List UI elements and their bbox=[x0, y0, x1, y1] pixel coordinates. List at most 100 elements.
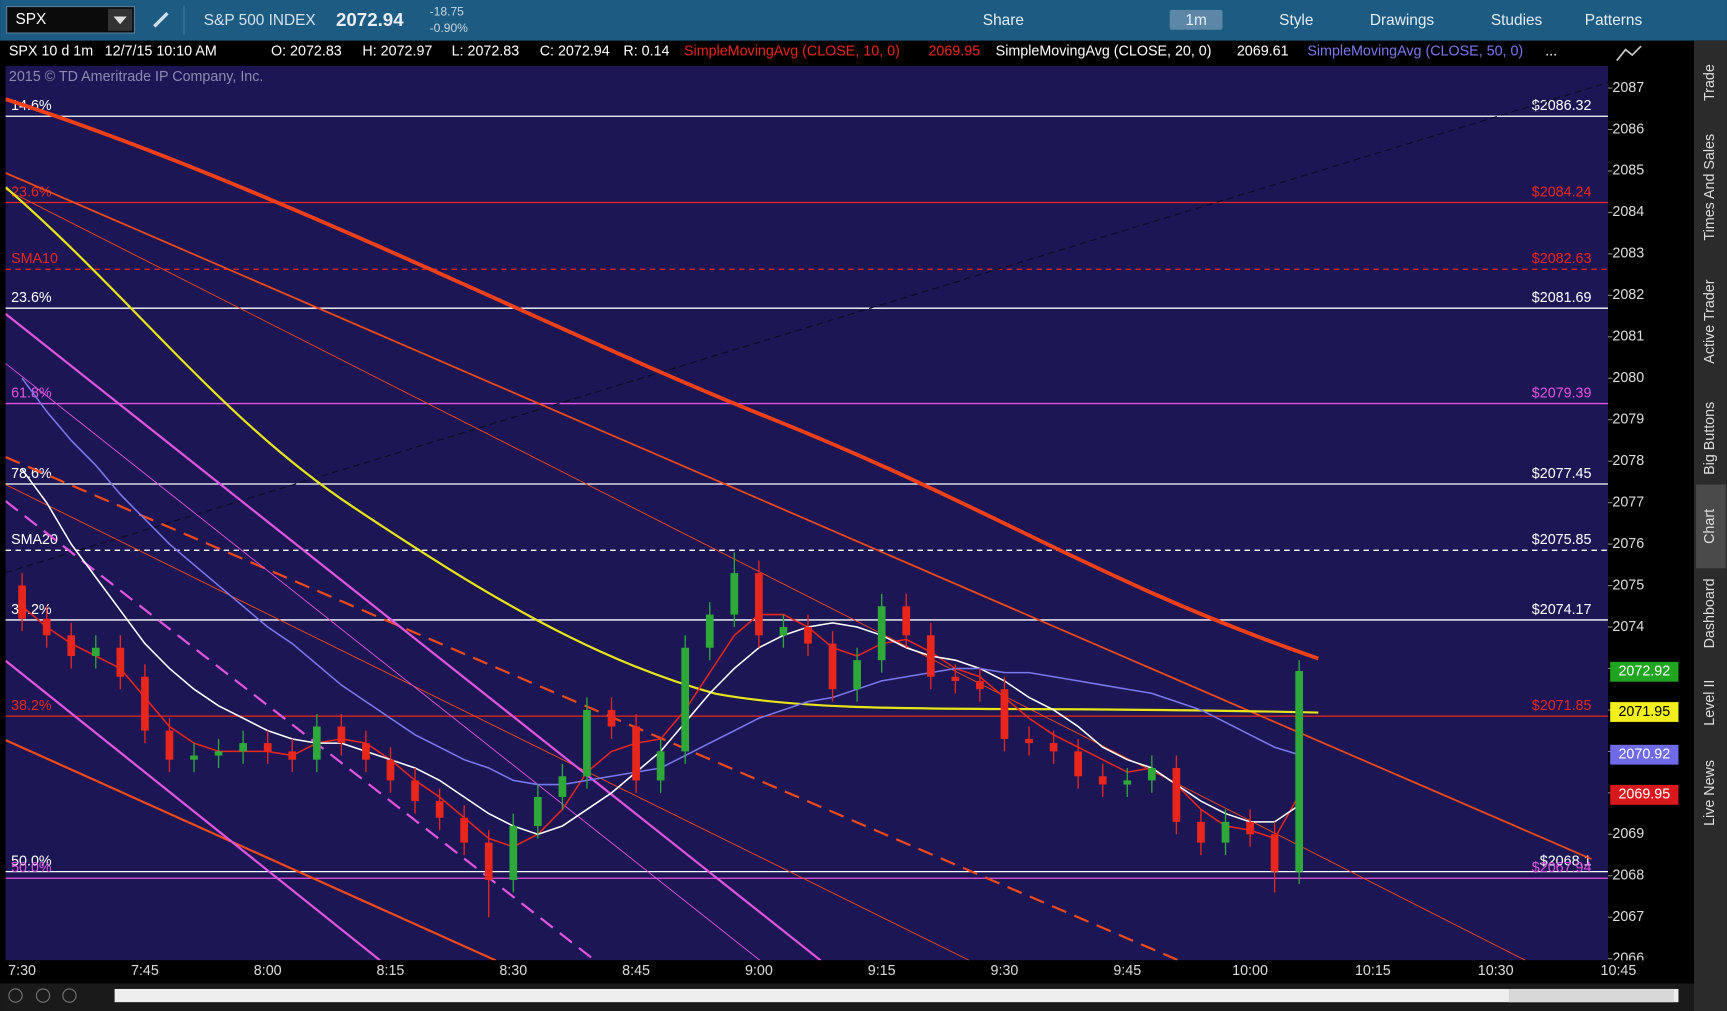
candle-body bbox=[1246, 821, 1254, 835]
toolbar-buttons: Share 1m Style Drawings Studies Patterns bbox=[983, 9, 1643, 30]
x-tick-label: 9:45 bbox=[1113, 963, 1141, 979]
toolbar-button[interactable]: 1m bbox=[1185, 12, 1206, 29]
candle-body bbox=[902, 606, 911, 636]
trendline bbox=[5, 659, 381, 961]
description: S&P 500 INDEX bbox=[204, 12, 316, 29]
bar-low: L: 2072.83 bbox=[452, 44, 520, 60]
level-label: 78.6% bbox=[11, 466, 52, 482]
zoom-in[interactable] bbox=[35, 988, 51, 1003]
bar-time: 12/7/15 10:10 AM bbox=[105, 44, 217, 60]
y-tick-label: 2084 bbox=[1612, 204, 1644, 220]
x-tick-label: 9:15 bbox=[868, 963, 896, 979]
candle-body bbox=[755, 573, 763, 636]
candle-body bbox=[1197, 821, 1205, 843]
candle-body bbox=[607, 709, 616, 727]
zoom-out[interactable] bbox=[8, 988, 23, 1003]
price-tag-label: 2069.95 bbox=[1618, 787, 1670, 803]
toolbar-button[interactable]: Share bbox=[983, 12, 1024, 29]
trendline bbox=[5, 739, 497, 961]
side-tab[interactable]: Active Trader bbox=[1702, 279, 1718, 363]
scrollbar[interactable] bbox=[114, 988, 1679, 1003]
y-tick-label: 2067 bbox=[1612, 909, 1644, 925]
side-tab[interactable]: Big Buttons bbox=[1702, 402, 1718, 475]
symbol[interactable]: SPX bbox=[15, 11, 46, 28]
side-tab[interactable]: Times And Sales bbox=[1702, 134, 1718, 241]
price-tag-label: 2071.95 bbox=[1618, 704, 1670, 720]
trend-curve bbox=[5, 186, 1319, 714]
candle-body bbox=[632, 726, 640, 781]
candle-body bbox=[362, 743, 370, 760]
level-price-label: $2068.1 bbox=[1540, 853, 1592, 869]
toolbar-button[interactable]: Style bbox=[1279, 12, 1313, 29]
side-tab[interactable]: Chart bbox=[1702, 509, 1718, 544]
candle-body bbox=[1172, 767, 1181, 822]
bar-range: R: 0.14 bbox=[623, 44, 669, 60]
interval-box[interactable] bbox=[1169, 9, 1223, 30]
candle-body bbox=[42, 618, 51, 636]
y-tick-label: 2083 bbox=[1612, 246, 1644, 262]
candle-body bbox=[705, 614, 714, 648]
candle-body bbox=[976, 680, 984, 690]
scroll-thumb[interactable] bbox=[1508, 988, 1675, 1003]
candle-body bbox=[1000, 689, 1009, 739]
price-tag bbox=[1610, 702, 1679, 722]
x-tick-label: 8:15 bbox=[377, 963, 405, 979]
candle-body bbox=[558, 776, 567, 797]
x-tick-label: 10:00 bbox=[1232, 963, 1268, 979]
trendline bbox=[5, 456, 1179, 961]
zoom-reset[interactable] bbox=[62, 988, 77, 1003]
y-tick-label: 2087 bbox=[1612, 80, 1644, 96]
toolbar-button[interactable]: Studies bbox=[1491, 12, 1543, 29]
candle-body bbox=[1123, 780, 1132, 785]
trendline bbox=[5, 363, 761, 961]
candle-body bbox=[165, 730, 174, 760]
trendline bbox=[5, 484, 970, 961]
candle-body bbox=[435, 801, 444, 818]
price-tag bbox=[1610, 661, 1679, 682]
pct-change: -0.90% bbox=[430, 21, 469, 35]
toolbar-button[interactable]: Patterns bbox=[1585, 12, 1643, 29]
level-price-label: $2071.85 bbox=[1532, 698, 1592, 714]
side-tab[interactable]: Trade bbox=[1702, 64, 1718, 101]
y-tick-label: 2086 bbox=[1612, 121, 1644, 137]
candle-body bbox=[484, 842, 493, 880]
level-price-label: $2077.45 bbox=[1532, 466, 1592, 482]
side-tab[interactable]: Level II bbox=[1702, 680, 1718, 726]
legend-entry: SimpleMovingAvg (CLOSE, 20, 0) bbox=[996, 44, 1212, 60]
toolbar-button[interactable]: Drawings bbox=[1370, 12, 1435, 29]
candle-body bbox=[386, 759, 395, 781]
candle-body bbox=[1049, 743, 1058, 752]
side-tab[interactable]: Live News bbox=[1702, 760, 1718, 826]
candle-body bbox=[1295, 670, 1304, 872]
y-tick-label: 2069 bbox=[1612, 826, 1644, 842]
side-tab[interactable]: Dashboard bbox=[1702, 578, 1718, 648]
price-tag-label: 2070.92 bbox=[1618, 746, 1670, 762]
candle-body bbox=[533, 796, 542, 827]
candle-body bbox=[288, 751, 297, 760]
sma-line bbox=[21, 605, 1300, 848]
toolbar bbox=[0, 0, 1727, 41]
candle-body bbox=[1025, 738, 1033, 744]
candle-body bbox=[190, 755, 198, 760]
link-icon[interactable] bbox=[153, 12, 169, 28]
candle-body bbox=[583, 709, 591, 777]
candle-body bbox=[337, 726, 346, 744]
more-studies[interactable]: ... bbox=[1545, 44, 1557, 60]
candle-body bbox=[312, 726, 321, 760]
last-price: 2072.94 bbox=[336, 9, 404, 30]
price-axis bbox=[1607, 66, 1694, 961]
candle-body bbox=[951, 676, 960, 681]
candle-body bbox=[411, 780, 419, 802]
time-axis-ticks: 7:30 7:45 8:00 8:15 8:30 8:45 9:00 9:15 9:30 9:45… bbox=[8, 963, 1636, 979]
x-tick-label: 9:00 bbox=[745, 963, 773, 979]
drawing-icon[interactable] bbox=[1616, 45, 1642, 62]
y-tick-label: 2075 bbox=[1612, 577, 1644, 593]
y-tick-label: 2081 bbox=[1612, 329, 1644, 345]
candle-body bbox=[91, 647, 100, 657]
level-price-label: $2081.69 bbox=[1532, 290, 1592, 306]
candle-body bbox=[926, 635, 935, 677]
candle-body bbox=[1074, 751, 1082, 777]
level-label: 38.2% bbox=[11, 602, 52, 618]
x-tick-label: 10:30 bbox=[1478, 963, 1514, 979]
